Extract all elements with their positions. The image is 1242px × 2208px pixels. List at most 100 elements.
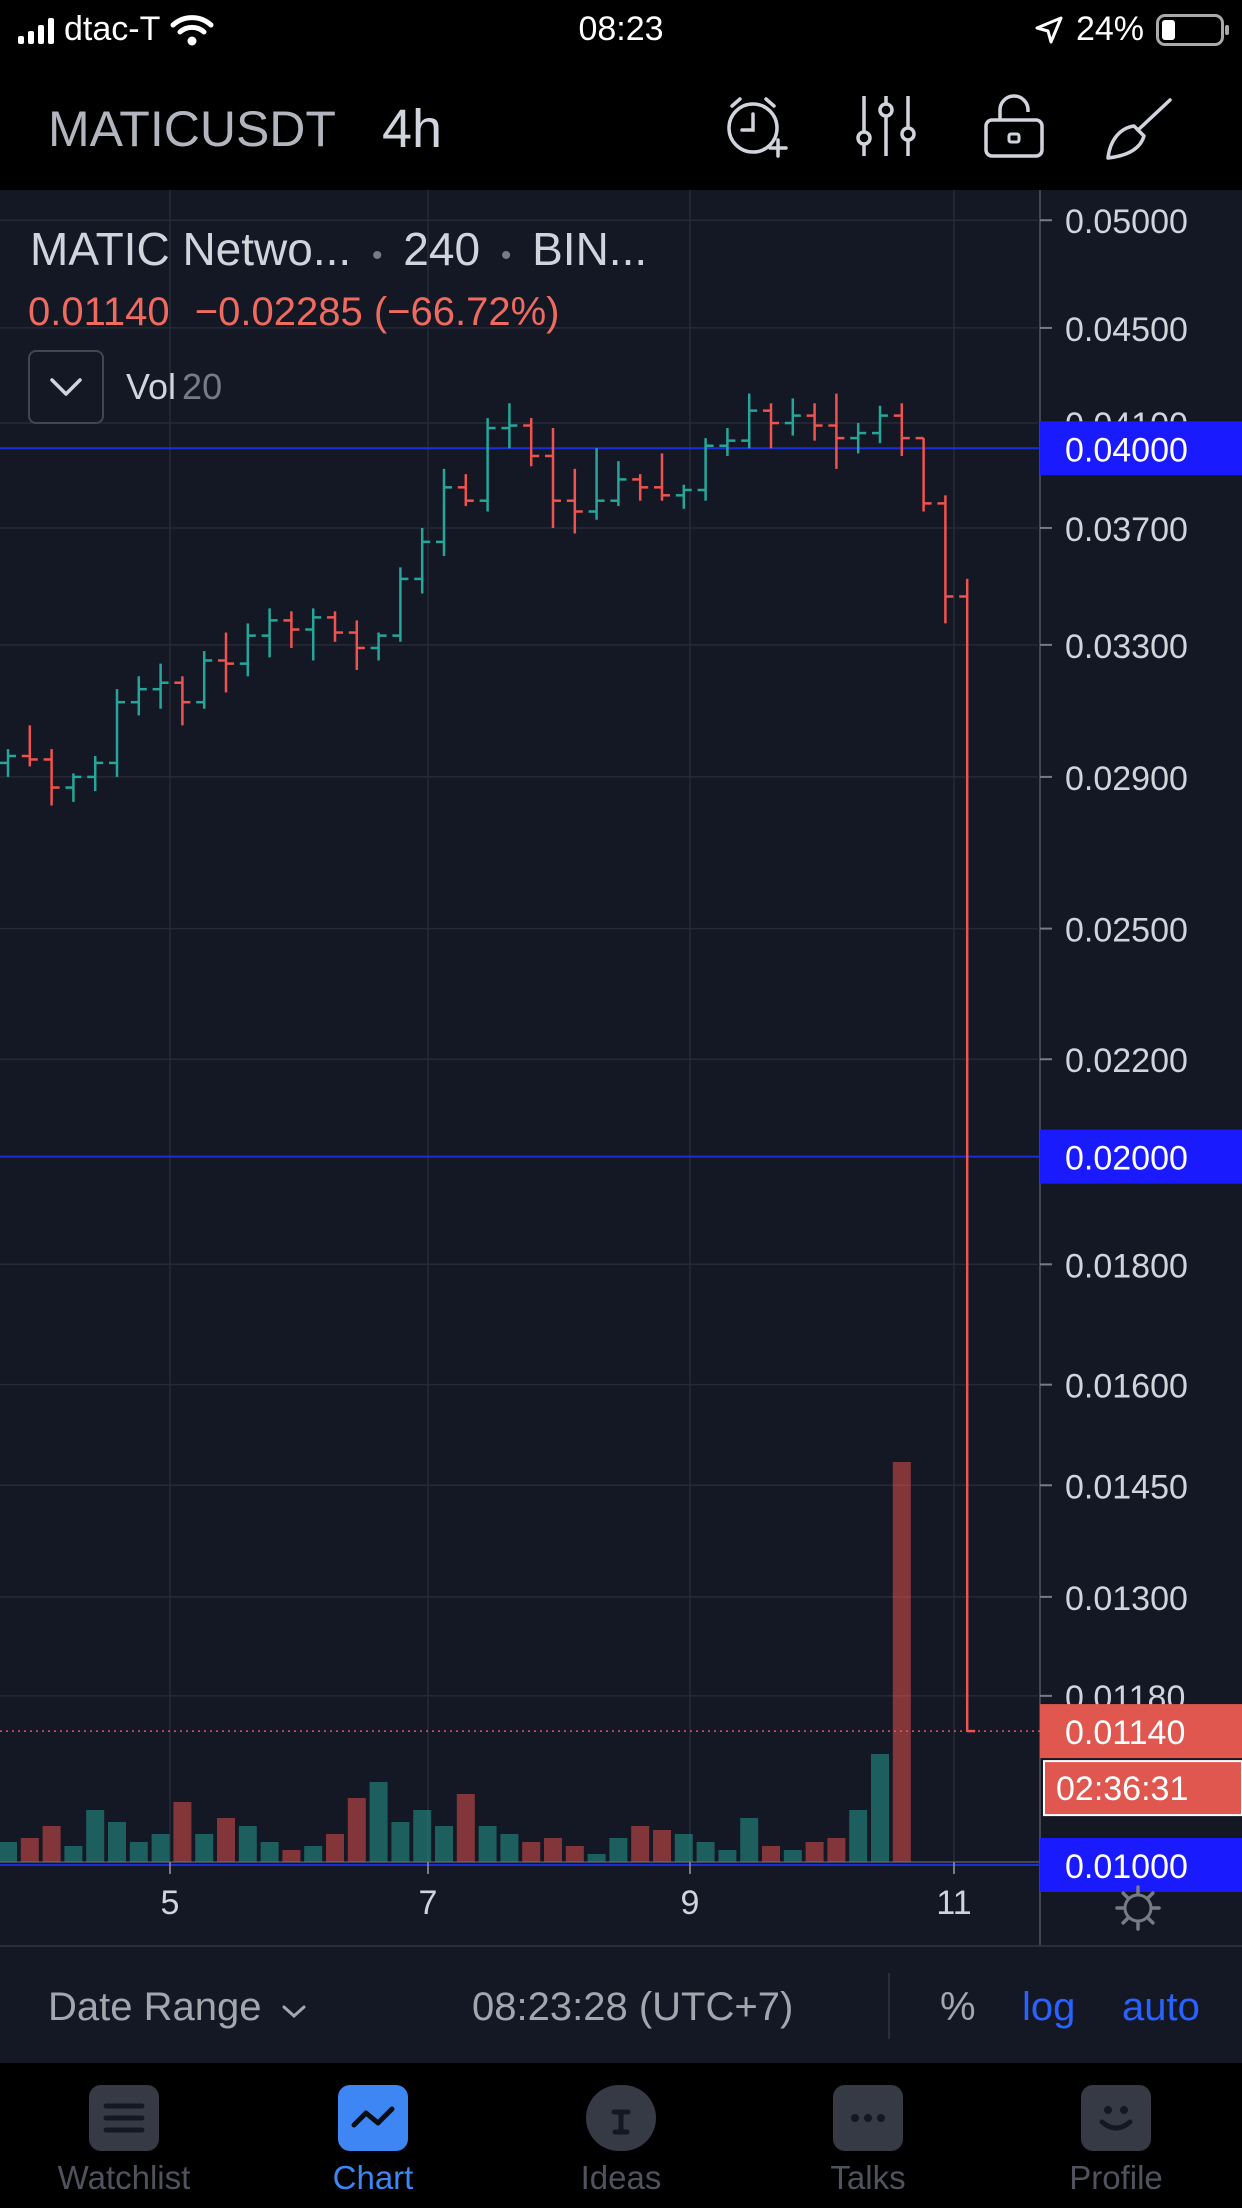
ohlc-bar [719, 428, 736, 456]
bottom-tab-bar: Watchlist Chart Ideas Talks Profile [0, 2063, 1242, 2208]
drawing-icon[interactable] [1104, 90, 1176, 162]
session-clock[interactable]: 08:23:28 (UTC+7) [472, 1985, 794, 2029]
percent-scale-toggle[interactable]: % [940, 1985, 976, 2029]
volume-bar [522, 1842, 541, 1862]
gear-tooth [1121, 1891, 1130, 1900]
auto-scale-toggle[interactable]: auto [1122, 1985, 1200, 2029]
ohlc-bar [348, 620, 365, 670]
ohlc-bar [523, 418, 540, 467]
ohlc-bar [392, 567, 409, 642]
ohlc-bar [588, 448, 605, 520]
status-right: 24% [1034, 10, 1229, 49]
ohlc-bar [501, 403, 518, 449]
ohlc-bar [915, 436, 932, 512]
chart-icon [338, 2085, 408, 2151]
interval-selector[interactable]: 4h [382, 99, 443, 159]
tab-watchlist[interactable]: Watchlist [14, 2085, 234, 2205]
lightbulb-icon [586, 2085, 656, 2151]
volume-bar [238, 1826, 257, 1862]
battery-icon [1156, 13, 1229, 46]
price-axis-label: 0.01450 [1065, 1468, 1188, 1506]
tab-ideas[interactable]: Ideas [511, 2085, 731, 2205]
price-axis-label: 0.04500 [1065, 311, 1188, 349]
tab-chart[interactable]: Chart [263, 2085, 483, 2205]
status-time: 08:23 [578, 10, 664, 48]
ohlc-bar [239, 623, 256, 677]
ohlc-bar [654, 453, 670, 501]
volume-bar [151, 1834, 170, 1862]
chevron-down-icon [50, 378, 82, 396]
volume-bar [696, 1842, 715, 1862]
ohlc-bar [893, 403, 910, 456]
symbol-selector[interactable]: MATICUSDT [48, 101, 336, 157]
horizontal-level-label: 0.04000 [1065, 431, 1188, 469]
volume-bar [260, 1842, 279, 1862]
price-axis-label: 0.01300 [1065, 1580, 1188, 1618]
gear-tooth [1121, 1916, 1130, 1925]
ohlc-bar [479, 418, 496, 512]
alarm-add-icon[interactable] [720, 90, 792, 162]
volume-bar [565, 1846, 584, 1862]
ohlc-bar [436, 468, 452, 556]
tab-profile[interactable]: Profile [1006, 2085, 1226, 2205]
ohlc-bar [261, 608, 278, 658]
tab-label: Watchlist [57, 2159, 191, 2196]
chevron-down-icon [282, 2005, 306, 2019]
volume-label: Vol [126, 366, 177, 407]
ohlc-bar [283, 611, 300, 648]
countdown-badge [1043, 1760, 1242, 1817]
volume-bar [413, 1810, 432, 1862]
status-left: dtac-T [18, 10, 214, 49]
date-range-button[interactable]: Date Range [48, 1985, 307, 2030]
range-divider [888, 1973, 890, 2039]
log-scale-toggle[interactable]: log [1022, 1985, 1076, 2029]
horizontal-level-badge [1040, 421, 1242, 476]
volume-bar [173, 1802, 192, 1862]
tab-talks[interactable]: Talks [758, 2085, 978, 2205]
chart-legend-title[interactable]: MATIC Netwo... • 240 • BIN... [30, 222, 647, 276]
price-chart[interactable]: 0.050000.045000.041000.037000.033000.029… [0, 190, 1242, 1945]
location-arrow-icon [1035, 16, 1063, 43]
lock-icon[interactable] [978, 90, 1050, 162]
volume-bar [369, 1782, 388, 1862]
ohlc-bar [763, 403, 779, 449]
volume-bar [740, 1818, 759, 1862]
horizontal-level-label: 0.02000 [1065, 1140, 1188, 1178]
status-bar: dtac-T 08:23 24% [0, 0, 1242, 60]
price-axis-label: 0.01800 [1065, 1247, 1188, 1285]
volume-legend[interactable]: Vol 20 [126, 366, 222, 408]
chart-canvas[interactable]: 0.050000.045000.041000.037000.033000.029… [0, 190, 1242, 1945]
ohlc-bar [196, 651, 213, 709]
volume-bar [892, 1462, 911, 1862]
ohlc-bar [959, 578, 976, 1733]
volume-bar [195, 1834, 214, 1862]
tab-label: Ideas [580, 2159, 662, 2196]
volume-bar [391, 1822, 410, 1862]
time-axis-label: 5 [161, 1884, 180, 1922]
carrier-label: dtac-T [64, 10, 161, 48]
volume-bar [805, 1842, 824, 1862]
volume-bar [217, 1818, 235, 1862]
price-axis-label: 0.01600 [1065, 1368, 1188, 1406]
tab-label: Profile [1069, 2159, 1163, 2196]
price-axis-label: 0.02200 [1065, 1042, 1188, 1080]
horizontal-level-badge [1040, 1838, 1242, 1892]
volume-bar [435, 1826, 453, 1862]
indicators-icon[interactable] [850, 90, 922, 162]
price-axis-label: 0.02500 [1065, 912, 1188, 950]
volume-bar [653, 1830, 671, 1862]
tab-label: Talks [830, 2159, 906, 2196]
legend-collapse-button[interactable] [28, 350, 104, 424]
wifi-icon [170, 14, 214, 45]
ohlc-bar [65, 773, 82, 802]
volume-length: 20 [182, 366, 223, 407]
settings-gear-icon[interactable] [1115, 1885, 1161, 1931]
date-range-label: Date Range [48, 1985, 262, 2029]
ohlc-bar [850, 423, 867, 454]
volume-bar [762, 1846, 780, 1862]
ohlc-bar [610, 461, 627, 507]
ohlc-bar [152, 663, 169, 709]
ohlc-bar [937, 495, 954, 624]
chat-icon [833, 2085, 903, 2151]
volume-bar [587, 1854, 606, 1862]
